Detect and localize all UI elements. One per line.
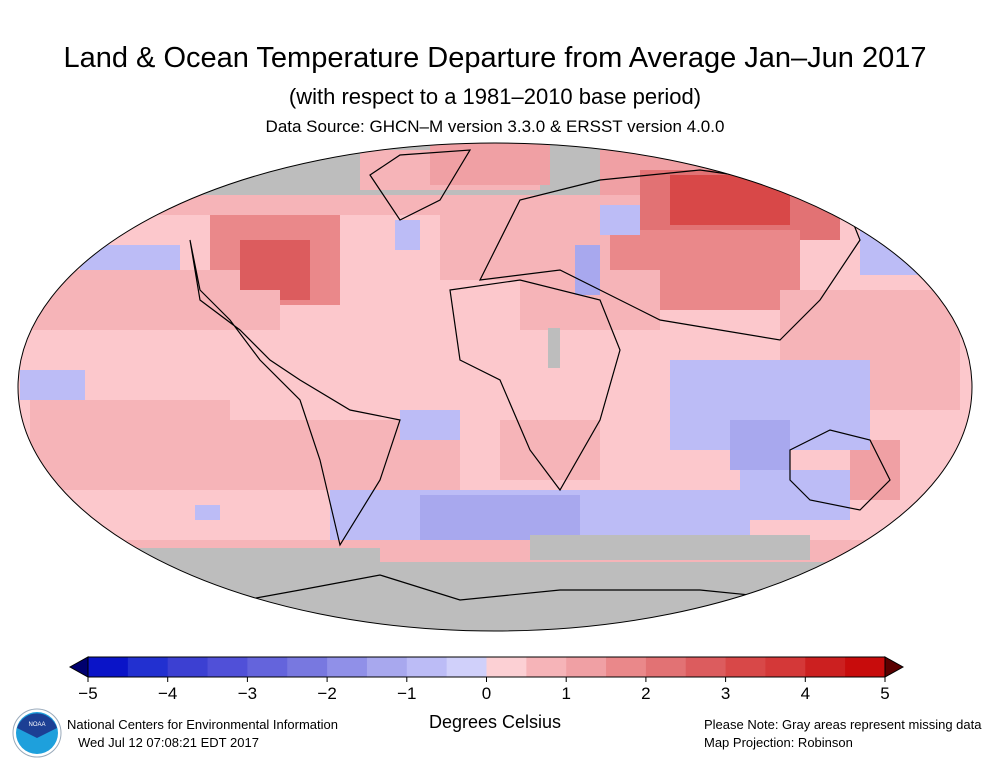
data-source: Data Source: GHCN–M version 3.3.0 & ERSS… [265, 117, 725, 136]
colorbar-bin [526, 657, 567, 677]
colorbar-under-arrow [68, 656, 89, 678]
svg-text:NOAA: NOAA [28, 722, 45, 728]
colorbar-bin [127, 657, 169, 677]
org-name: National Centers for Environmental Infor… [67, 717, 338, 732]
timestamp: Wed Jul 12 07:08:21 EDT 2017 [78, 735, 259, 750]
colorbar-bin [486, 657, 527, 677]
north-pacific-cool [80, 245, 180, 270]
colorbar-bin [287, 657, 328, 677]
map-border [17, 142, 973, 632]
colorbar-bin [406, 657, 448, 677]
colorbar-bin [207, 657, 248, 677]
colorbar-bin [805, 657, 846, 677]
australia-coast [789, 429, 891, 511]
page-subtitle: (with respect to a 1981–2010 base period… [288, 84, 702, 109]
eurasia-coast [478, 169, 861, 341]
colorbar-tick-label: −5 [78, 684, 97, 703]
colorbar-bin [845, 657, 886, 677]
colorbar-tick-label: 2 [641, 684, 650, 703]
colorbar-bin [645, 657, 687, 677]
colorbar-bin [685, 657, 727, 677]
colorbar-bin [725, 657, 766, 677]
colorbar-bin [606, 657, 647, 677]
americas-coast [189, 239, 401, 547]
colorbar-bin [566, 657, 607, 677]
colorbar-tick-label: 5 [880, 684, 889, 703]
colorbar-bin [247, 657, 288, 677]
colorbar-tick-label: 0 [482, 684, 491, 703]
missing-data-note: Please Note: Gray areas represent missin… [704, 717, 982, 732]
colorbar-bin [167, 657, 209, 677]
colorbar-tick-label: 1 [561, 684, 570, 703]
colorbar-tick-label: −2 [317, 684, 336, 703]
missing-antarctica [18, 562, 972, 631]
colorbar-bin [446, 657, 487, 677]
colorbar-over-arrow [884, 656, 905, 678]
colorbar-bin [366, 657, 408, 677]
antarctica-coast [189, 574, 801, 611]
africa-coast [449, 279, 621, 492]
colorbar-unit-label: Degrees Celsius [428, 712, 562, 732]
colorbar-tick-label: 3 [721, 684, 730, 703]
map-fill [18, 143, 972, 631]
colorbar-bin [327, 657, 368, 677]
projection-note: Map Projection: Robinson [704, 735, 853, 750]
colorbar-tick-label: −4 [158, 684, 177, 703]
colorbar-bin [88, 657, 129, 677]
noaa-logo-icon: NOAA [12, 708, 62, 758]
greenland-coast [369, 149, 472, 221]
colorbar-bin [765, 657, 806, 677]
colorbar-tick-label: 4 [801, 684, 810, 703]
page-title: Land & Ocean Temperature Departure from … [63, 42, 927, 74]
colorbar-tick-label: −3 [238, 684, 257, 703]
colorbar-tick-label: −1 [397, 684, 416, 703]
colorbar: −5 −4 −3 −2 −1 0 1 2 3 4 5 [68, 656, 905, 703]
